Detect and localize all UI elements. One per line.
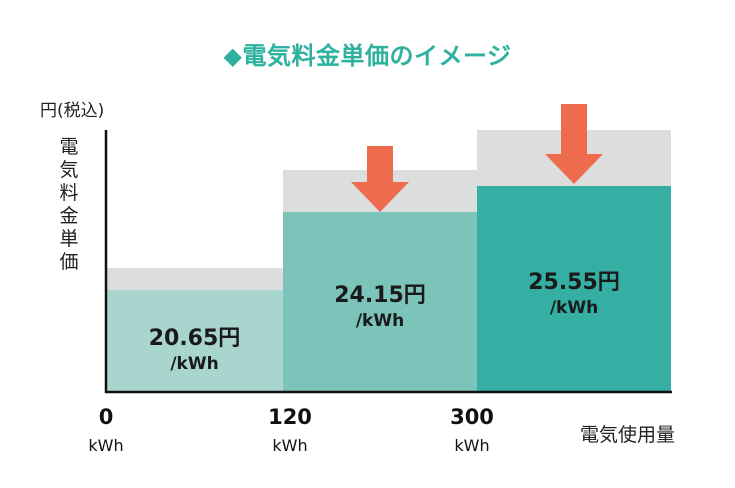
price-label: 24.15円 <box>334 283 426 308</box>
price-bar <box>283 212 477 392</box>
price-bar <box>477 186 671 392</box>
y-axis-label-char: 価 <box>59 251 79 273</box>
y-axis-unit: 円(税込) <box>40 101 105 121</box>
price-down-arrow-icon <box>545 104 603 184</box>
y-axis-label-char: 単 <box>59 228 79 250</box>
x-tick-unit: kWh <box>454 436 489 455</box>
price-unit-label: /kWh <box>170 354 218 374</box>
x-tick-value: 300 <box>450 405 494 429</box>
x-tick-unit: kWh <box>88 436 123 455</box>
y-axis-label-char: 気 <box>59 159 79 181</box>
x-tick-value: 120 <box>268 405 312 429</box>
price-bar <box>106 290 283 392</box>
chart-title: ◆電気料金単価のイメージ <box>223 42 512 70</box>
y-axis-label: 電気料金単価 <box>58 136 80 274</box>
price-unit-label: /kWh <box>550 298 598 318</box>
y-axis-label-char: 金 <box>59 205 79 227</box>
y-axis-label-char: 料 <box>59 182 79 204</box>
x-tick-unit: kWh <box>272 436 307 455</box>
x-tick-value: 0 <box>99 405 114 429</box>
x-axis-label: 電気使用量 <box>580 424 676 446</box>
price-unit-label: /kWh <box>356 311 404 331</box>
price-down-arrow-icon <box>351 146 409 212</box>
price-label: 20.65円 <box>149 326 241 351</box>
price-label: 25.55円 <box>528 270 620 295</box>
y-axis-label-char: 電 <box>59 136 79 158</box>
